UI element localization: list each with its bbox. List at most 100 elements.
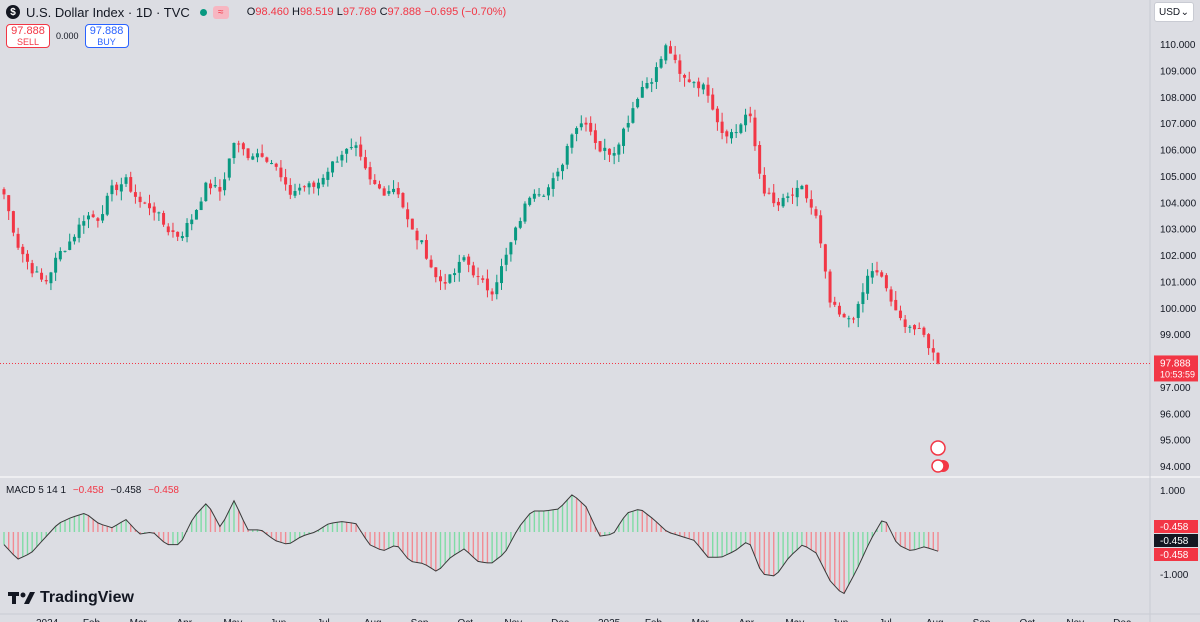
- candle: [791, 194, 795, 196]
- candle: [514, 227, 518, 241]
- candle: [626, 122, 630, 128]
- candle: [584, 122, 588, 125]
- candle: [7, 195, 11, 212]
- time-tick-label: Feb: [645, 618, 663, 622]
- candle: [129, 177, 133, 192]
- market-open-dot: [199, 8, 207, 16]
- candle: [809, 199, 813, 208]
- candle: [63, 250, 67, 252]
- candle: [819, 215, 823, 244]
- candle: [340, 154, 344, 161]
- candle: [176, 231, 180, 237]
- candle: [443, 282, 447, 284]
- candle: [884, 275, 888, 289]
- candle: [377, 184, 381, 189]
- trade-panel: 97.888 SELL 0.000 97.888 BUY: [6, 24, 129, 48]
- candle: [251, 156, 255, 160]
- candle: [922, 327, 926, 335]
- dollar-icon: $: [6, 5, 20, 19]
- candle: [133, 192, 137, 197]
- macd-legend[interactable]: MACD 5 14 1 −0.458 −0.458 −0.458: [6, 485, 179, 496]
- time-tick-label: Aug: [364, 618, 382, 622]
- candle: [434, 267, 438, 278]
- candle: [471, 265, 475, 276]
- candle: [805, 184, 809, 199]
- candle: [542, 195, 546, 197]
- tradingview-logo[interactable]: TradingView: [8, 589, 134, 607]
- candle: [598, 141, 602, 152]
- candle: [795, 187, 799, 198]
- price-tick-label: 102.000: [1160, 251, 1197, 262]
- candle: [495, 282, 499, 295]
- candle: [190, 219, 194, 225]
- time-tick-label: May: [785, 618, 804, 622]
- macd-value-box: [1154, 534, 1198, 547]
- candle: [86, 215, 90, 220]
- price-tick-label: 97.000: [1160, 383, 1191, 394]
- time-tick-label: Nov: [1066, 618, 1084, 622]
- candle: [232, 142, 236, 159]
- candle: [852, 318, 856, 320]
- macd-line: [3, 494, 939, 595]
- countdown-label: 10:53:59: [1160, 369, 1195, 379]
- candle: [551, 178, 555, 189]
- time-tick-label: Sep: [973, 618, 991, 622]
- candle: [683, 74, 687, 78]
- chart-header: $ U.S. Dollar Index · 1D · TVC ≈ O98.460…: [6, 4, 506, 20]
- ohlc-readout: O98.460 H98.519 L97.789 C97.888 −0.695 (…: [246, 6, 507, 18]
- candle: [903, 319, 907, 327]
- candle: [349, 147, 353, 149]
- candle: [711, 94, 715, 110]
- price-tick-label: 109.000: [1160, 66, 1197, 77]
- candle: [199, 201, 203, 211]
- candle: [847, 318, 851, 320]
- candle: [115, 184, 119, 191]
- candle: [546, 187, 550, 196]
- candle: [293, 190, 297, 196]
- time-tick-label: Nov: [504, 618, 522, 622]
- spread-value: 0.000: [56, 31, 79, 41]
- price-tick-label: 105.000: [1160, 172, 1197, 183]
- candle: [640, 86, 644, 98]
- candle: [837, 305, 841, 315]
- last-price-box: [1154, 355, 1198, 382]
- candle: [237, 143, 241, 145]
- candle: [462, 257, 466, 261]
- candle: [279, 167, 283, 178]
- candle: [631, 108, 635, 123]
- time-tick-label: 2025: [598, 618, 621, 622]
- candle: [678, 60, 682, 74]
- price-tick-label: 95.000: [1160, 436, 1191, 447]
- candle: [58, 251, 62, 260]
- candle: [927, 334, 931, 349]
- tradingview-icon: [8, 592, 35, 604]
- time-tick-label: Jul: [879, 618, 892, 622]
- candle: [321, 177, 325, 185]
- candle: [25, 253, 29, 262]
- symbol-title[interactable]: U.S. Dollar Index · 1D · TVC: [26, 4, 190, 20]
- price-tick-label: 103.000: [1160, 225, 1197, 236]
- candle: [734, 132, 738, 134]
- candle: [11, 211, 15, 233]
- candle: [715, 108, 719, 123]
- buy-button[interactable]: 97.888 BUY: [84, 24, 129, 48]
- candle: [44, 279, 48, 282]
- currency-select[interactable]: USD ⌄: [1154, 2, 1194, 22]
- candle: [152, 206, 156, 213]
- sell-button[interactable]: 97.888 SELL: [6, 24, 50, 48]
- candle: [697, 81, 701, 89]
- candle: [556, 171, 560, 177]
- candle: [701, 84, 705, 90]
- wave-icon[interactable]: ≈: [212, 5, 229, 19]
- time-tick-label: 2024: [36, 618, 59, 622]
- candle: [645, 82, 649, 89]
- time-tick-label: Apr: [739, 618, 755, 622]
- candle: [40, 272, 44, 280]
- candle: [875, 270, 879, 273]
- candle: [532, 193, 536, 199]
- candle: [518, 221, 522, 228]
- candle: [504, 254, 508, 265]
- candle: [359, 144, 363, 157]
